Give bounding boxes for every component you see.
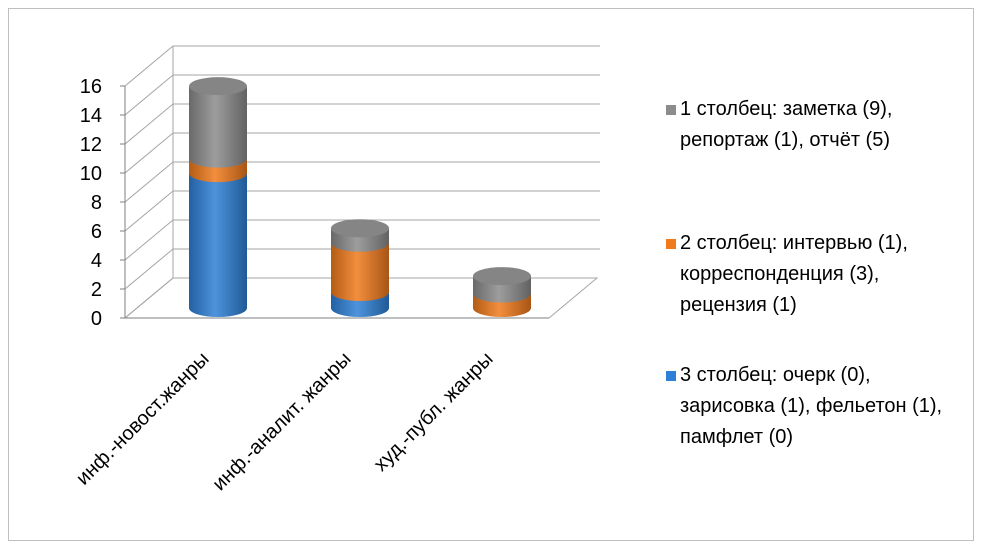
y-tick-label: 6 xyxy=(91,221,102,243)
gridline-side xyxy=(124,219,174,261)
bar-cap xyxy=(189,77,247,96)
bar-segment xyxy=(189,86,247,168)
gridline-side xyxy=(124,277,174,319)
legend-label: 1 столбец: заметка (9), репортаж (1), от… xyxy=(680,98,893,151)
legend-item: 1 столбец: заметка (9), репортаж (1), от… xyxy=(666,94,970,156)
bar-cap xyxy=(473,267,531,286)
chart-frame xyxy=(8,8,974,541)
x-tick-label: инф.-аналит. жанры xyxy=(208,348,355,495)
legend-label: 2 столбец: интервью (1), корреспонденция… xyxy=(680,232,908,316)
gridline-side xyxy=(124,103,174,145)
gridline-side xyxy=(124,161,174,203)
bar-stack xyxy=(473,267,531,317)
gridline-side xyxy=(124,248,174,290)
y-axis: 0 2 4 6 8 10 12 14 16 xyxy=(80,76,126,330)
legend-item: 3 столбец: очерк (0), зарисовка (1), фел… xyxy=(666,360,970,453)
y-tick-label: 0 xyxy=(91,308,102,330)
x-tick-label: худ.-публ. жанры xyxy=(370,348,498,476)
chart-bars xyxy=(189,77,531,317)
y-tick-label: 2 xyxy=(91,279,102,301)
legend-swatch xyxy=(666,371,676,381)
gridline-side xyxy=(124,74,174,116)
y-tick-label: 14 xyxy=(80,105,102,127)
legend-swatch xyxy=(666,105,676,115)
y-tick-label: 16 xyxy=(80,76,102,98)
gridline-side xyxy=(124,132,174,174)
legend-item: 2 столбец: интервью (1), корреспонденция… xyxy=(666,228,970,321)
y-tick-label: 12 xyxy=(80,134,102,156)
x-tick-label: инф.-новост.жанры xyxy=(72,348,214,490)
y-tick-label: 8 xyxy=(91,192,102,214)
bar-segment xyxy=(331,242,389,302)
y-tick-label: 4 xyxy=(91,250,102,272)
bar-segment xyxy=(189,173,247,317)
legend-swatch xyxy=(666,239,676,249)
legend-label: 3 столбец: очерк (0), зарисовка (1), фел… xyxy=(680,364,943,448)
bar-stack xyxy=(189,77,247,317)
bar-stack xyxy=(331,219,389,317)
y-tick-label: 10 xyxy=(80,163,102,185)
gridline-side xyxy=(124,190,174,232)
gridline-side xyxy=(124,45,174,87)
bar-cap xyxy=(331,219,389,238)
